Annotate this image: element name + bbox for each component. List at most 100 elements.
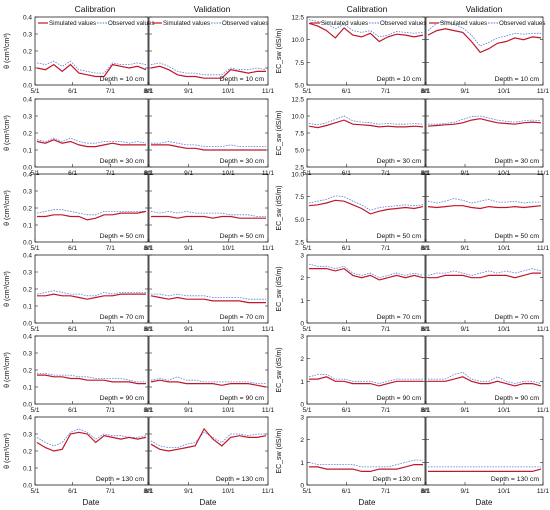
panel-frame	[306, 335, 426, 405]
depth-label: Depth = 50 cm	[495, 233, 540, 240]
x-tick-label: 8/1	[143, 488, 152, 495]
panel-theta-validation-row2: 8/1 9/1 10/1 11/1 Depth = 30 cm	[144, 98, 275, 177]
depth-label: Depth = 70 cm	[220, 314, 265, 321]
x-tick-label: 10/1	[222, 88, 235, 95]
depth-label: Depth = 70 cm	[100, 314, 145, 321]
series-simulated	[150, 65, 266, 79]
y-axis-label: θ (cm³/cm³)	[4, 33, 11, 69]
panel-frame	[34, 254, 149, 324]
xlabel-ec-validation: Date	[476, 498, 493, 507]
series-simulated	[151, 215, 266, 219]
y-tick-label: 1	[300, 460, 304, 467]
y-axis-label: θ (cm³/cm³)	[4, 190, 11, 226]
y-tick-label: 0.3	[23, 432, 32, 439]
series-observed	[427, 21, 541, 47]
series-observed	[308, 263, 424, 279]
x-tick-label: 8/1	[420, 488, 429, 495]
panel-frame	[34, 98, 149, 168]
panel-frame	[34, 416, 149, 486]
y-axis-label: θ (cm³/cm³)	[4, 352, 11, 388]
y-tick-label: 0.0	[23, 402, 32, 409]
x-tick-label: 10/1	[222, 170, 235, 177]
x-tick-label: 11/1	[262, 170, 275, 177]
x-tick-label: 6/1	[342, 245, 351, 252]
y-tick-label: 0.4	[23, 334, 32, 341]
panel-ec-calibration-row2: 2.5 5.0 7.5 10.0 12.5 5/1 6/1 7/1 8/1 Depth = 30 …	[276, 97, 430, 178]
series-observed	[36, 137, 147, 144]
series-simulated	[309, 464, 423, 472]
series-observed	[150, 62, 267, 76]
series-observed	[36, 290, 146, 297]
x-tick-label: 6/1	[342, 88, 351, 95]
x-tick-label: 8/1	[143, 326, 152, 333]
x-tick-label: 8/1	[421, 170, 430, 177]
x-tick-label: 5/1	[302, 88, 311, 95]
y-tick-label: 2.5	[295, 240, 304, 247]
y-tick-label: 10.0	[291, 172, 304, 179]
x-tick-label: 8/1	[144, 488, 153, 495]
x-tick-label: 8/1	[420, 88, 429, 95]
y-tick-label: 0.0	[23, 83, 32, 90]
y-tick-label: 0.1	[23, 66, 32, 73]
panel-theta-validation-row3: 8/1 9/1 10/1 11/1 Depth = 50 cm	[144, 173, 275, 252]
x-tick-label: 8/1	[421, 326, 430, 333]
x-tick-label: 9/1	[460, 170, 469, 177]
x-tick-label: 5/1	[30, 170, 39, 177]
y-tick-label: 0.0	[23, 483, 32, 490]
x-tick-label: 8/1	[421, 488, 430, 495]
panel-frame	[306, 98, 426, 168]
depth-label: Depth = 130 cm	[491, 476, 540, 483]
x-tick-label: 10/1	[498, 407, 511, 414]
legend-obs-label: Observed values	[380, 20, 426, 27]
x-tick-label: 11/1	[262, 326, 275, 333]
depth-label: Depth = 50 cm	[377, 233, 422, 240]
x-tick-label: 7/1	[381, 88, 390, 95]
x-tick-label: 5/1	[302, 245, 311, 252]
x-tick-label: 11/1	[537, 326, 550, 333]
series-simulated	[150, 295, 266, 304]
x-tick-label: 9/1	[184, 488, 193, 495]
x-tick-label: 5/1	[30, 488, 39, 495]
series-observed	[308, 19, 424, 38]
y-axis-label: θ (cm³/cm³)	[4, 115, 11, 151]
series-simulated	[309, 267, 424, 281]
x-tick-label: 6/1	[68, 88, 77, 95]
y-tick-label: 12.5	[291, 15, 304, 22]
series-simulated	[309, 376, 423, 387]
panel-ec-calibration-row5: 0 1 2 3 5/1 6/1 7/1 8/1 Depth = 90 cm EC_sw (dS/m…	[276, 334, 430, 415]
legend-obs-label: Observed values	[108, 20, 154, 27]
panel-ec-validation-row6: 8/1 9/1 10/1 11/1 Depth = 130 cm	[421, 416, 549, 495]
x-tick-label: 6/1	[68, 245, 77, 252]
x-tick-label: 11/1	[262, 88, 275, 95]
x-tick-label: 9/1	[184, 326, 193, 333]
x-tick-label: 7/1	[381, 407, 390, 414]
y-axis-label: EC_sw (dS/m)	[276, 110, 283, 155]
y-tick-label: 0.1	[23, 466, 32, 473]
series-observed	[36, 209, 146, 216]
series-simulated	[428, 272, 541, 279]
series-observed	[308, 459, 423, 468]
x-tick-label: 11/1	[262, 245, 275, 252]
panel-ec-calibration-row1: 5.0 7.5 10.0 12.5 5/1 6/1 7/1 8/1 Depth = 10 cm S…	[276, 15, 430, 96]
y-tick-label: 0.1	[23, 385, 32, 392]
x-tick-label: 8/1	[144, 170, 153, 177]
y-tick-label: 0	[300, 321, 304, 328]
header-theta-calibration: Calibration	[75, 4, 116, 14]
legend-sim-label: Simulated values	[440, 20, 487, 27]
xlabel-theta-calibration: Date	[83, 498, 100, 507]
y-tick-label: 0.3	[23, 351, 32, 358]
y-tick-label: 5.0	[295, 148, 304, 155]
y-axis-label: θ (cm³/cm³)	[4, 433, 11, 469]
series-observed	[37, 373, 146, 383]
depth-label: Depth = 50 cm	[100, 233, 145, 240]
y-axis-label: EC_sw (dS/m)	[276, 266, 283, 311]
y-tick-label: 1	[300, 298, 304, 305]
y-tick-label: 12.5	[291, 97, 304, 104]
y-tick-label: 0.2	[23, 287, 32, 294]
x-tick-label: 7/1	[106, 407, 115, 414]
x-tick-label: 11/1	[537, 88, 550, 95]
x-tick-label: 10/1	[222, 407, 235, 414]
y-tick-label: 10.0	[291, 114, 304, 121]
depth-label: Depth = 10 cm	[100, 76, 145, 83]
